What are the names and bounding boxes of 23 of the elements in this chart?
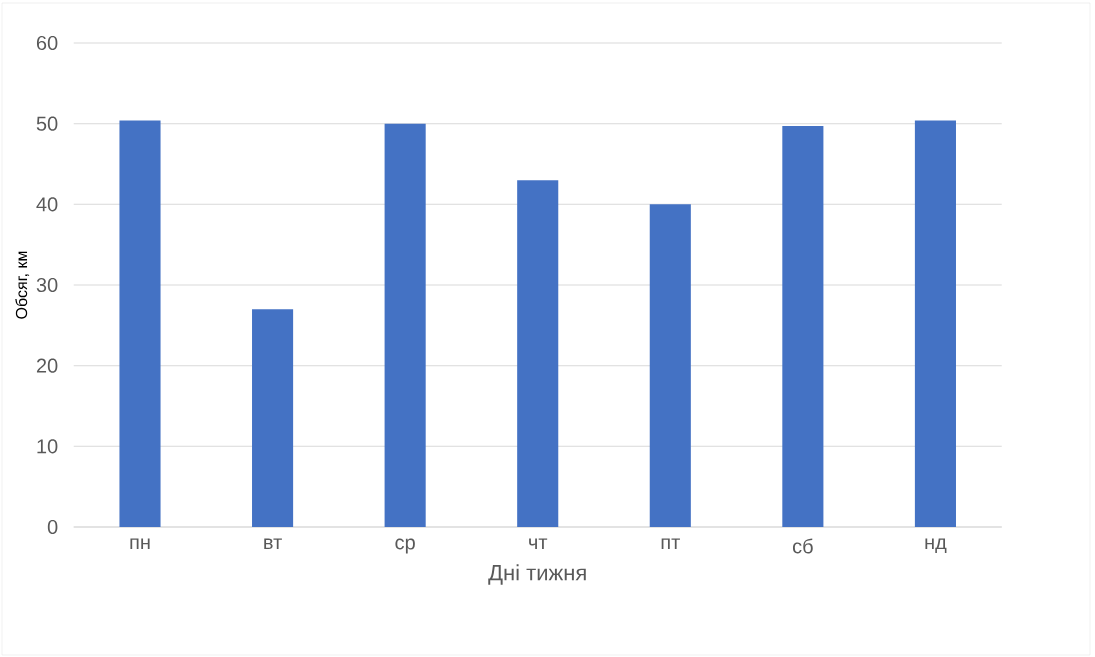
x-tick-label: пт bbox=[661, 538, 680, 550]
y-tick-label: 0 bbox=[47, 519, 58, 535]
bar bbox=[252, 309, 294, 527]
y-tick-label: 40 bbox=[36, 197, 58, 212]
y-tick-label: 30 bbox=[36, 277, 58, 293]
x-axis-title: Дні тижня bbox=[488, 564, 586, 585]
bar bbox=[914, 120, 956, 527]
x-tick-label: нд bbox=[925, 538, 947, 554]
y-axis-title: Обсяг, км bbox=[15, 251, 30, 319]
bar bbox=[517, 180, 559, 527]
y-tick-label: 60 bbox=[36, 35, 58, 51]
y-tick-label: 20 bbox=[36, 358, 58, 373]
y-tick-label: 10 bbox=[37, 439, 58, 454]
x-tick-label: чт bbox=[529, 538, 548, 550]
bar bbox=[782, 126, 824, 527]
bar bbox=[119, 120, 161, 527]
x-tick-label: пн bbox=[130, 538, 150, 550]
x-tick-label: вт bbox=[264, 538, 282, 550]
bar bbox=[649, 204, 691, 527]
x-tick-label: ср bbox=[395, 538, 415, 554]
bar bbox=[384, 123, 426, 527]
y-tick-label: 50 bbox=[36, 116, 58, 131]
x-tick-label: сб bbox=[792, 538, 813, 554]
